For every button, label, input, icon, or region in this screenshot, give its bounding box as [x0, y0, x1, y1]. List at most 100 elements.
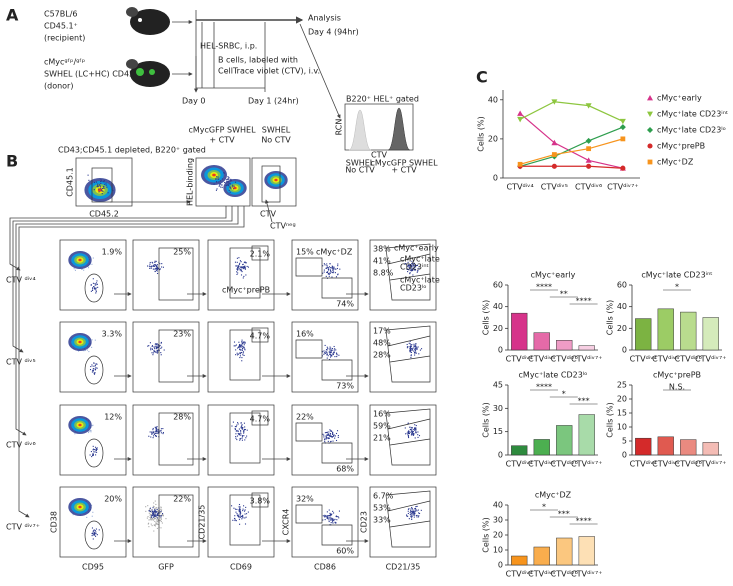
event-dot [156, 349, 158, 351]
event-dot [241, 518, 243, 520]
event-dot [239, 437, 241, 440]
gate [229, 494, 261, 546]
bar [511, 555, 528, 566]
event-dot [408, 431, 411, 433]
event-dot [153, 512, 155, 514]
event-dot [330, 513, 332, 516]
event-dot [326, 271, 329, 274]
event-dot [334, 356, 336, 358]
event-dot [93, 286, 95, 288]
event-dot [244, 266, 246, 268]
row-label: CTV ᵈⁱᵛ⁵ [6, 358, 36, 367]
event-dot [333, 266, 335, 268]
data-point [585, 157, 592, 163]
event-dot [155, 507, 157, 509]
event-dot [148, 519, 150, 521]
event-dot [236, 352, 238, 354]
event-dot [217, 178, 219, 180]
event-dot [154, 343, 156, 345]
plot-frame [251, 157, 297, 207]
event-dot [74, 269, 76, 271]
event-dot [239, 507, 241, 509]
event-dot [154, 509, 156, 511]
event-dot [411, 517, 413, 519]
flow-plot [59, 321, 127, 393]
event-dot [327, 269, 330, 271]
event-dot [234, 345, 236, 347]
event-dot [329, 434, 331, 436]
event-dot [155, 432, 157, 434]
event-dot [92, 530, 94, 532]
event-dot [410, 508, 412, 510]
y-tick-label: 40 [493, 501, 503, 510]
flow-plot [369, 239, 437, 311]
event-dot [325, 431, 328, 434]
significance-label: * [542, 503, 546, 512]
data-point [517, 110, 524, 116]
significance-label: **** [576, 297, 592, 306]
plot-frame [207, 321, 275, 393]
flow-plot [132, 239, 200, 311]
event-dot [242, 428, 244, 430]
event-dot [409, 272, 411, 274]
event-dot [327, 267, 329, 269]
donor-marker: SWHEL (LC+HC) CD45.2⁺ [44, 70, 146, 79]
event-dot [323, 434, 325, 436]
event-dot [410, 348, 412, 350]
injection-label: CellTrace violet (CTV), i.v. [218, 67, 320, 76]
event-dot [157, 345, 159, 347]
event-dot [332, 266, 334, 268]
event-dot [330, 351, 332, 353]
event-dot [158, 511, 160, 513]
event-dot [221, 184, 223, 186]
event-dot [94, 288, 96, 290]
event-dot [330, 435, 332, 437]
event-dot [338, 354, 340, 356]
event-dot [91, 535, 93, 537]
event-dot [323, 269, 325, 271]
event-dot [160, 507, 162, 509]
event-dot [330, 270, 332, 272]
y-tick-label: 25 [617, 381, 627, 390]
flow-plot [291, 321, 359, 393]
event-dot [155, 434, 157, 437]
event-dot [416, 271, 418, 273]
event-dot [414, 347, 416, 349]
event-dot [410, 512, 412, 514]
event-dot [334, 272, 336, 274]
event-dot [414, 352, 416, 354]
event-dot [154, 430, 156, 433]
event-dot [152, 427, 154, 430]
event-dot [103, 179, 105, 182]
event-dot [408, 342, 410, 344]
event-dot [414, 269, 417, 271]
event-dot [329, 351, 331, 353]
event-dot [409, 343, 411, 345]
event-dot [92, 287, 94, 289]
plot-frame [207, 404, 275, 476]
event-dot [242, 430, 245, 432]
event-dot [410, 516, 412, 518]
event-dot [157, 268, 159, 270]
event-dot [414, 269, 416, 271]
event-dot [95, 367, 97, 369]
event-dot [411, 427, 413, 429]
event-dot [153, 511, 155, 513]
event-dot [91, 364, 93, 366]
flow-plot [132, 486, 200, 558]
gate [295, 422, 353, 464]
event-dot [411, 432, 414, 434]
x-tick-label: CTVᵈⁱᵛ⁷⁺ [571, 570, 602, 579]
event-dot [406, 432, 408, 434]
event-dot [409, 426, 411, 429]
event-dot [152, 431, 154, 433]
significance-label: **** [536, 283, 552, 292]
event-dot [413, 350, 415, 352]
event-dot [152, 265, 154, 267]
event-dot [246, 513, 248, 515]
event-dot [151, 509, 153, 511]
event-dot [408, 508, 410, 510]
event-dot [411, 429, 413, 431]
event-dot [95, 449, 97, 451]
event-dot [156, 518, 159, 520]
